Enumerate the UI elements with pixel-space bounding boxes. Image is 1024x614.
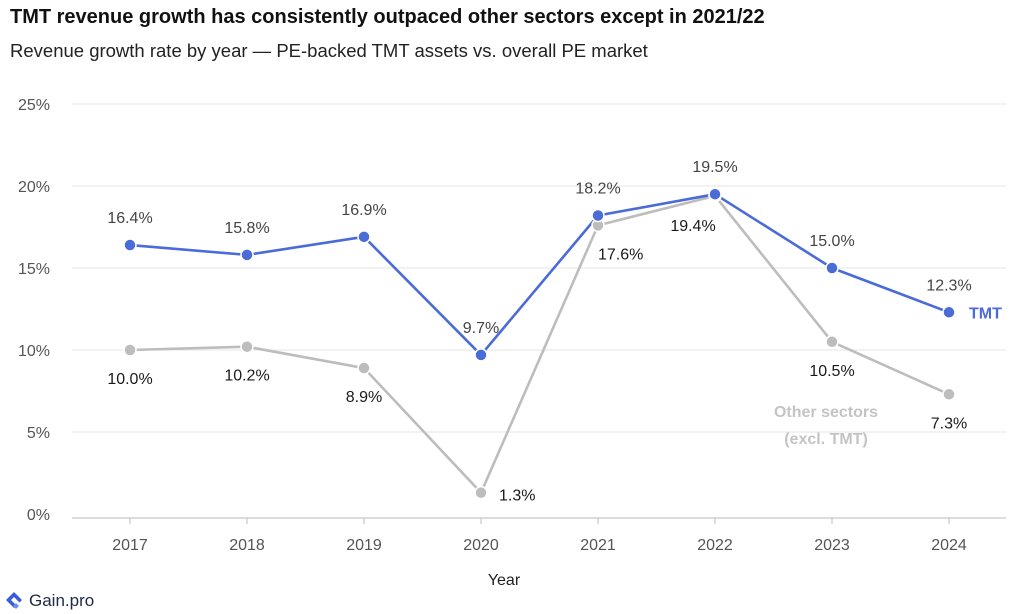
tmt-data-label: 15.8% [224,220,269,237]
x-tick-label: 2022 [697,537,733,554]
other-sectors-data-label: 8.9% [346,389,382,406]
other-sectors-data-label: 10.2% [224,368,269,385]
other-sectors-point [123,343,137,357]
tmt-series-label: TMT [969,305,1002,322]
x-tick-label: 2020 [463,537,499,554]
tmt-point [825,261,839,275]
tmt-point [240,248,254,262]
gain-pro-logo-icon [6,592,22,609]
tmt-point [123,238,137,252]
tmt-point [474,348,488,362]
tmt-point [708,187,722,201]
x-tick-label: 2021 [580,537,616,554]
other-sectors-data-label: 19.4% [670,218,715,235]
y-tick-label: 5% [27,425,50,442]
brand-name: Gain.pro [29,591,95,610]
brand-logo: Gain.pro [4,590,94,612]
tmt-data-label: 19.5% [692,159,737,176]
y-tick-label: 25% [18,97,50,114]
tmt-data-label: 9.7% [463,320,499,337]
other-sectors-line [129,194,950,494]
tmt-line [129,192,950,357]
other-sectors-data-label: 10.5% [809,363,854,380]
x-axis-title: Year [488,572,521,589]
other-sectors-series-label: Other sectors (excl. TMT) [774,404,878,448]
other-sectors-data-label: 17.6% [598,246,643,263]
y-tick-label: 0% [27,507,50,524]
tmt-data-label: 12.3% [926,277,971,294]
tmt-data-label: 18.2% [575,181,620,198]
tmt-point [357,230,371,244]
tmt-data-label: 16.4% [107,210,152,227]
chart-title: TMT revenue growth has consistently outp… [10,6,765,28]
other-sectors-point [474,485,488,500]
x-tick-label: 2018 [229,537,265,554]
other-sectors-data-label: 1.3% [499,488,535,505]
tmt-data-label: 16.9% [341,202,386,219]
y-tick-label: 10% [18,343,50,360]
other-sectors-point [825,335,839,349]
other-sectors-data-label: 10.0% [107,371,152,388]
x-tick-label: 2023 [814,537,850,554]
other-sectors-point [357,361,371,375]
x-tick-label: 2017 [112,537,148,554]
tmt-point [591,208,605,223]
other-sectors-point [240,339,254,354]
other-sectors-point [942,387,956,402]
y-tick-label: 15% [18,261,50,278]
tmt-data-label: 15.0% [809,233,854,250]
chart-subtitle: Revenue growth rate by year — PE-backed … [10,40,648,61]
y-tick-label: 20% [18,179,50,196]
tmt-point [942,305,956,320]
x-tick-label: 2024 [931,537,967,554]
x-tick-label: 2019 [346,537,382,554]
other-sectors-data-label: 7.3% [931,415,967,432]
